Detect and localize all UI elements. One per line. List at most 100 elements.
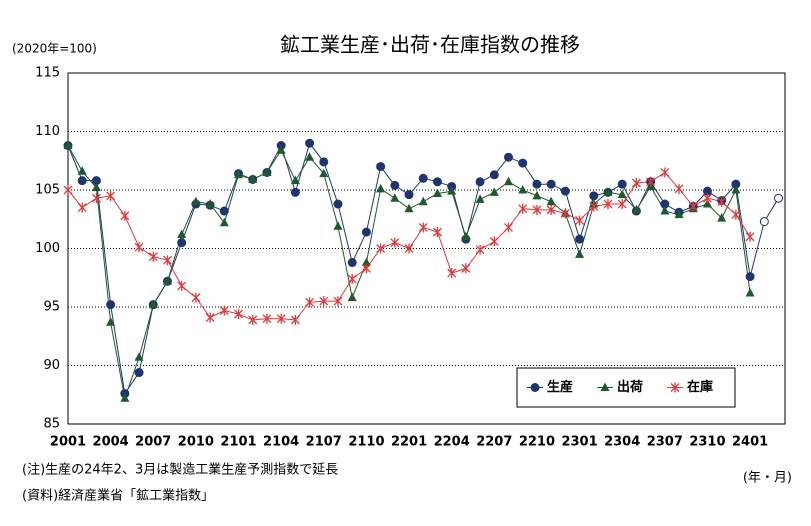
marker bbox=[390, 193, 400, 202]
x-tick-label: 2210 bbox=[519, 435, 555, 450]
marker bbox=[546, 204, 556, 215]
marker bbox=[674, 183, 684, 194]
legend-label: 生産 bbox=[547, 379, 573, 395]
marker bbox=[489, 236, 499, 247]
marker bbox=[219, 206, 229, 216]
marker bbox=[248, 314, 258, 325]
marker bbox=[745, 231, 755, 242]
x-axis-label: (年・月) bbox=[743, 471, 792, 486]
marker bbox=[262, 167, 272, 176]
marker bbox=[418, 222, 428, 233]
y-tick-label: 110 bbox=[35, 124, 60, 139]
legend-box bbox=[516, 367, 736, 408]
marker bbox=[77, 176, 87, 186]
marker bbox=[120, 210, 130, 221]
x-tick-label: 2101 bbox=[220, 435, 256, 450]
marker bbox=[219, 305, 229, 316]
marker bbox=[333, 296, 343, 307]
marker bbox=[91, 193, 101, 204]
x-tick-label: 2310 bbox=[689, 435, 725, 450]
legend-marker bbox=[530, 383, 540, 392]
marker bbox=[77, 202, 87, 213]
marker bbox=[77, 166, 87, 175]
marker bbox=[504, 222, 513, 233]
legend-marker bbox=[670, 382, 680, 393]
marker bbox=[376, 162, 386, 172]
marker bbox=[646, 176, 656, 187]
marker bbox=[603, 199, 613, 210]
legend-label: 在庫 bbox=[687, 379, 713, 395]
marker bbox=[731, 185, 741, 194]
marker bbox=[745, 287, 755, 297]
marker bbox=[234, 169, 244, 179]
marker bbox=[603, 187, 613, 196]
x-tick-label: 2004 bbox=[93, 435, 129, 450]
marker bbox=[575, 215, 585, 226]
marker bbox=[589, 201, 599, 212]
marker bbox=[134, 368, 144, 378]
marker bbox=[91, 182, 101, 192]
marker bbox=[489, 170, 499, 180]
marker bbox=[305, 138, 315, 148]
x-tick-label: 2204 bbox=[434, 435, 470, 450]
marker bbox=[290, 187, 300, 197]
marker bbox=[418, 196, 428, 206]
marker bbox=[290, 175, 300, 185]
marker bbox=[433, 227, 442, 238]
marker bbox=[63, 140, 73, 150]
marker bbox=[504, 176, 514, 186]
marker bbox=[276, 313, 286, 324]
marker bbox=[631, 177, 641, 188]
marker bbox=[319, 168, 329, 178]
marker bbox=[404, 190, 414, 200]
chart-title: 鉱工業生産･出荷･在庫指数の推移 bbox=[280, 33, 580, 57]
marker bbox=[319, 157, 329, 167]
marker bbox=[390, 180, 400, 190]
marker bbox=[461, 263, 471, 274]
marker bbox=[589, 191, 599, 201]
marker bbox=[347, 292, 357, 302]
y-tick-label: 105 bbox=[35, 183, 60, 198]
marker bbox=[333, 199, 343, 209]
marker bbox=[390, 237, 400, 248]
marker bbox=[205, 199, 215, 208]
marker bbox=[361, 263, 371, 274]
marker bbox=[404, 243, 414, 254]
marker bbox=[504, 152, 514, 162]
marker bbox=[290, 314, 300, 325]
marker bbox=[191, 292, 201, 303]
marker bbox=[617, 179, 627, 189]
marker bbox=[319, 296, 329, 307]
marker bbox=[759, 217, 769, 227]
marker bbox=[489, 187, 499, 196]
legend-label: 出荷 bbox=[617, 379, 643, 395]
marker bbox=[575, 249, 585, 258]
x-tick-label: 2001 bbox=[50, 435, 86, 450]
marker bbox=[617, 189, 627, 199]
marker bbox=[660, 206, 670, 215]
marker bbox=[361, 227, 371, 237]
marker bbox=[120, 393, 130, 402]
marker bbox=[702, 199, 712, 208]
marker bbox=[688, 201, 698, 212]
marker bbox=[532, 204, 542, 215]
marker bbox=[518, 185, 528, 194]
marker bbox=[219, 217, 229, 227]
marker bbox=[376, 183, 386, 193]
marker bbox=[148, 299, 158, 309]
marker bbox=[717, 213, 727, 222]
x-tick-label: 2007 bbox=[135, 435, 171, 450]
marker bbox=[532, 179, 542, 189]
marker bbox=[475, 244, 485, 255]
marker bbox=[432, 188, 442, 198]
marker bbox=[532, 190, 542, 200]
marker bbox=[376, 243, 386, 254]
marker bbox=[518, 203, 528, 214]
marker bbox=[560, 208, 570, 219]
marker bbox=[234, 309, 243, 320]
marker bbox=[262, 313, 272, 324]
x-tick-label: 2110 bbox=[348, 435, 384, 450]
marker bbox=[447, 186, 457, 195]
x-tick-label: 2307 bbox=[647, 435, 683, 450]
